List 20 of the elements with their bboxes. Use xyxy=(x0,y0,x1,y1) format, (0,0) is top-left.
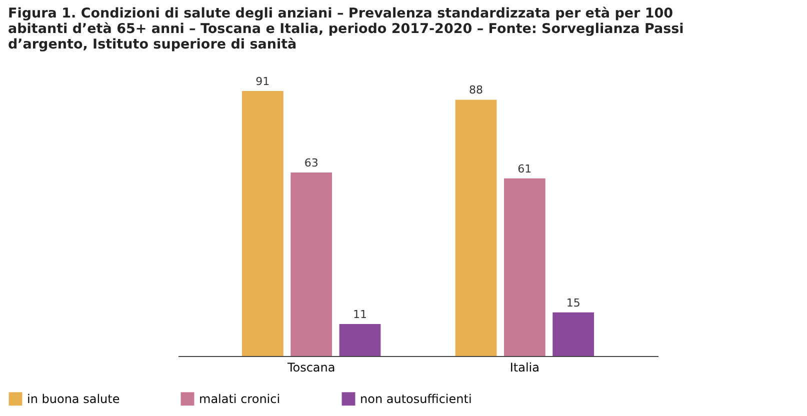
data-label: 63 xyxy=(304,156,318,170)
data-label: 61 xyxy=(518,162,532,176)
data-label: 15 xyxy=(566,296,580,310)
bar xyxy=(504,178,546,356)
data-label: 91 xyxy=(256,75,270,88)
x-tick-label: Italia xyxy=(510,360,540,374)
legend-label: non autosufficienti xyxy=(360,392,472,406)
text: Figura 1. Condizioni di salute degli anziani – Prevalenza standardizzata per età per 100 xyxy=(8,6,674,22)
data-label: 88 xyxy=(469,84,484,97)
bar xyxy=(552,312,594,356)
text: d’argento, Istituto superiore di sanità xyxy=(8,36,297,52)
data-label: 11 xyxy=(352,308,367,321)
bar xyxy=(290,172,332,356)
bar xyxy=(339,324,381,356)
legend-label: in buona salute xyxy=(27,392,120,406)
text: abitanti d’età 65+ anni – Toscana e Italia, periodo 2017-2020 – Fonte: Sorveglianza Passi xyxy=(8,21,684,37)
legend-label: malati cronici xyxy=(199,392,280,406)
bar xyxy=(455,100,497,356)
x-tick-label: Toscana xyxy=(286,360,336,374)
bar xyxy=(242,91,284,356)
